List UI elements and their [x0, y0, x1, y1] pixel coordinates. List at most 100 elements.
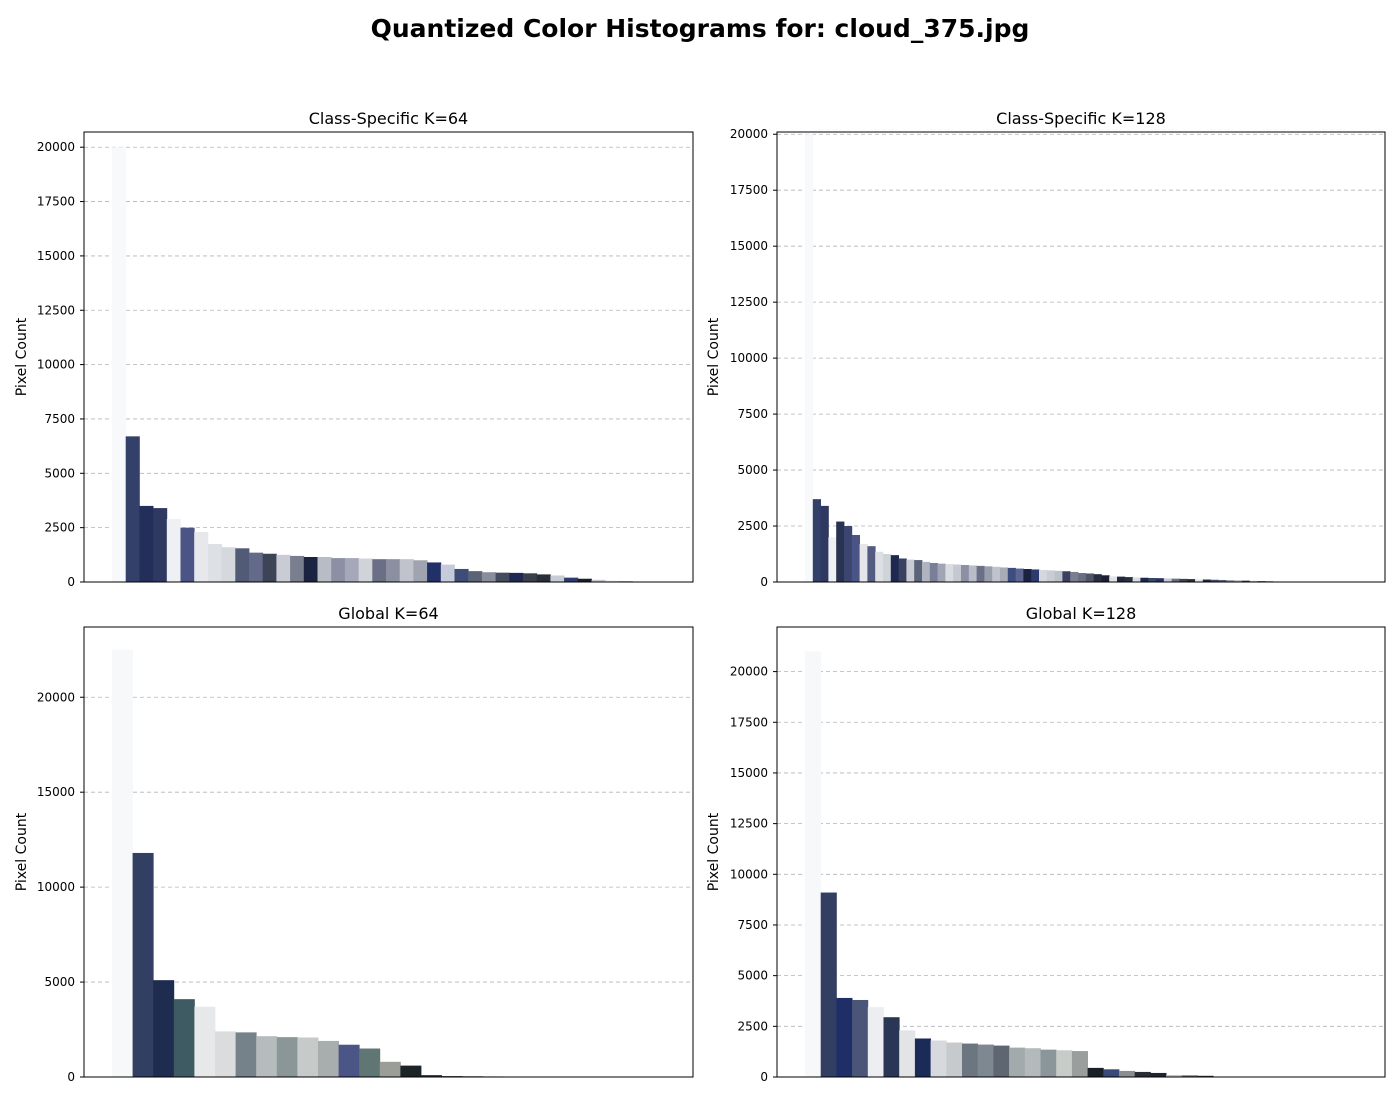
- y-tick-label: 2500: [44, 521, 75, 535]
- y-tick-label: 12500: [730, 817, 768, 831]
- histogram-bar: [303, 557, 318, 582]
- y-tick-label: 15000: [37, 785, 75, 799]
- histogram-bar: [977, 1044, 994, 1077]
- histogram-bar: [591, 579, 606, 582]
- histogram-bar: [536, 574, 551, 582]
- histogram-bar: [153, 508, 168, 582]
- histogram-bar: [1140, 577, 1149, 582]
- y-tick-label: 10000: [730, 867, 768, 881]
- histogram-global-k128: 0 2500 5000 7500 10000 12500 15000 17500 20000 Gl…: [706, 604, 1386, 1084]
- histogram-bar: [523, 573, 538, 582]
- histogram-bar: [1134, 1071, 1151, 1077]
- histogram-bar: [820, 892, 837, 1077]
- y-tick-label: 7500: [737, 407, 768, 421]
- histogram-bar: [1070, 571, 1079, 582]
- histogram-bar: [173, 999, 195, 1077]
- histogram-bar: [961, 564, 970, 582]
- histogram-bar: [1241, 580, 1250, 582]
- histogram-bar: [899, 1030, 916, 1077]
- histogram-bar: [1163, 578, 1172, 582]
- y-tick-label: 12500: [37, 303, 75, 317]
- histogram-bar: [937, 563, 946, 582]
- histogram-bar: [153, 980, 175, 1077]
- histogram-bar: [359, 1048, 381, 1077]
- histogram-bar: [125, 436, 140, 582]
- histogram-bar: [290, 555, 305, 582]
- histogram-bar: [1226, 580, 1235, 582]
- histogram-bar: [331, 558, 346, 582]
- histogram-bar: [577, 578, 592, 582]
- histogram-bar: [1093, 574, 1102, 582]
- histogram-bar: [180, 527, 195, 582]
- histogram-bar: [194, 532, 209, 582]
- histogram-bar: [235, 1032, 257, 1077]
- histogram-bar: [984, 566, 993, 582]
- y-tick-label: 10000: [37, 880, 75, 894]
- histogram-bar: [922, 561, 931, 582]
- histogram-bar: [1119, 1070, 1136, 1077]
- histogram-class-specific-k64: 0 2500 5000 7500 10000 12500 15000 17500 20000 Cl…: [14, 109, 694, 589]
- y-tick-label: 20000: [730, 665, 768, 679]
- axes-frame: [83, 131, 694, 583]
- histogram-bar: [358, 558, 373, 582]
- histogram-bar: [1056, 1050, 1073, 1077]
- histogram-bar: [112, 649, 133, 1077]
- y-tick-label: 15000: [730, 766, 768, 780]
- histogram-bar: [344, 558, 359, 582]
- histogram-bar: [427, 562, 442, 582]
- histogram-bar: [481, 572, 496, 582]
- histogram-bar: [953, 564, 962, 582]
- histogram-bar: [914, 560, 923, 582]
- histogram-bar: [805, 134, 814, 582]
- histogram-bar: [112, 147, 127, 582]
- histogram-class-specific-k128: 0 2500 5000 7500 10000 12500 15000 17500 20000 Cl…: [706, 109, 1386, 589]
- histogram-bar: [1109, 576, 1118, 582]
- histogram-bar: [276, 554, 291, 582]
- histogram-bar: [1166, 1074, 1183, 1077]
- y-tick-label: 7500: [44, 412, 75, 426]
- histogram-bar: [1103, 1069, 1120, 1077]
- histogram-bar: [859, 543, 868, 582]
- histogram-bar: [440, 564, 455, 582]
- y-tick-label: 0: [760, 1070, 768, 1084]
- y-tick-label: 7500: [737, 918, 768, 932]
- histogram-bar: [867, 1007, 884, 1077]
- histogram-bar: [1046, 570, 1055, 582]
- histogram-bar: [400, 1065, 422, 1077]
- y-tick-label: 0: [67, 1070, 75, 1084]
- y-axis-label: Pixel Count: [14, 812, 30, 891]
- histogram-bar: [976, 565, 985, 582]
- histogram-bar: [256, 1036, 278, 1077]
- histogram-bar: [235, 548, 250, 582]
- histogram-bar: [1087, 1067, 1104, 1077]
- histogram-bar: [836, 997, 853, 1077]
- histogram-bar: [1234, 580, 1243, 582]
- histogram-bar: [906, 559, 915, 582]
- y-tick-label: 20000: [37, 690, 75, 704]
- histogram-bar: [993, 1045, 1010, 1077]
- histogram-bar: [139, 505, 154, 582]
- histogram-bar: [194, 1006, 216, 1077]
- histogram-bar: [1195, 579, 1204, 582]
- y-tick-label: 0: [67, 575, 75, 589]
- histogram-bar: [962, 1043, 979, 1077]
- histogram-bar: [1062, 571, 1071, 582]
- histogram-bar: [852, 999, 869, 1077]
- histogram-bar: [386, 559, 401, 582]
- axes-frame: [776, 626, 1386, 1078]
- histogram-bar: [1124, 577, 1133, 582]
- histogram-bar: [930, 1040, 947, 1077]
- histogram-bar: [605, 580, 620, 582]
- y-tick-label: 10000: [37, 358, 75, 372]
- y-tick-label: 20000: [37, 140, 75, 154]
- histogram-bar: [883, 554, 892, 582]
- y-tick-label: 0: [760, 575, 768, 589]
- histogram-bar: [318, 1040, 339, 1077]
- histogram-bar: [215, 1031, 236, 1077]
- y-tick-label: 5000: [44, 466, 75, 480]
- figure-title: Quantized Color Histograms for: cloud_37…: [370, 14, 1030, 43]
- histogram-bar: [379, 1061, 401, 1077]
- histogram-bar: [509, 572, 524, 582]
- histogram-bar: [1179, 578, 1188, 582]
